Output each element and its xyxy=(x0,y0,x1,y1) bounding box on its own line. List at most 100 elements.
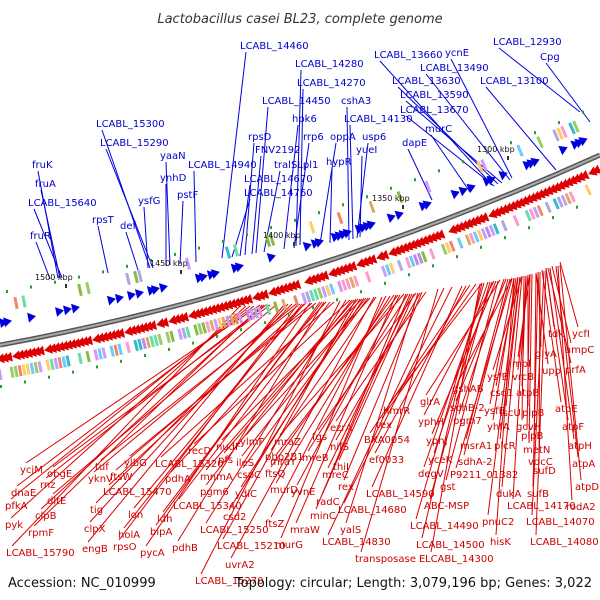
reverse-feature-strip xyxy=(444,242,452,254)
gc-mark xyxy=(534,131,536,135)
forward-gene-arrow xyxy=(578,137,588,147)
topology-text: Topology: circular; Length: 3,079,196 bp… xyxy=(234,576,592,591)
reverse-feature-strip xyxy=(0,368,3,381)
reverse-feature-strip xyxy=(201,322,208,334)
reverse-gene-arrow xyxy=(260,289,270,299)
gene-label: ynhD xyxy=(160,173,187,184)
forward-gene-arrow xyxy=(114,293,124,304)
gene-label: rpsO xyxy=(113,542,137,553)
gene-label: minC xyxy=(310,511,336,522)
leader-line xyxy=(222,298,357,540)
forward-gene-arrow xyxy=(342,228,352,239)
reverse-gene-arrow xyxy=(408,239,418,250)
reverse-gene-arrow xyxy=(76,337,85,347)
gene-label: bipA xyxy=(150,527,172,538)
reverse-gene-arrow xyxy=(136,323,146,333)
gene-label: fruA xyxy=(35,179,56,190)
gene-label: LCABL_15470 xyxy=(103,487,172,498)
reverse-gene-arrow xyxy=(548,183,558,194)
leader-line xyxy=(425,279,501,396)
forward-feature-strip xyxy=(137,269,143,283)
forward-feature-strip xyxy=(560,125,568,139)
leader-line xyxy=(489,277,515,405)
reverse-gene-arrow xyxy=(508,200,518,210)
leader-line xyxy=(532,272,539,488)
leader-line xyxy=(95,303,293,504)
gc-mark xyxy=(432,264,434,268)
reverse-gene-arrow xyxy=(60,340,69,351)
reverse-feature-strip xyxy=(65,355,71,367)
reverse-gene-arrow xyxy=(288,280,298,291)
reverse-gene-arrow xyxy=(536,189,546,199)
reverse-feature-strip xyxy=(21,364,27,376)
gene-label: upp xyxy=(542,366,561,377)
reverse-gene-arrow xyxy=(360,256,370,267)
gene-label: ftsQ xyxy=(265,469,285,480)
forward-gene-arrow xyxy=(558,145,568,156)
gene-label: dukA xyxy=(496,489,521,500)
reverse-gene-arrow xyxy=(84,335,93,346)
leader-line xyxy=(296,294,401,486)
gene-label: holA xyxy=(118,530,140,541)
reverse-feature-strip xyxy=(109,345,115,357)
reverse-gene-arrow xyxy=(232,297,242,308)
reverse-feature-strip xyxy=(249,308,256,320)
leader-line xyxy=(40,189,61,279)
reverse-gene-arrow xyxy=(316,271,326,282)
forward-feature-strip xyxy=(568,122,576,135)
reverse-gene-arrow xyxy=(132,324,142,334)
gene-label: LCABL_13590 xyxy=(400,90,469,101)
gc-mark xyxy=(144,354,146,357)
reverse-gene-arrow xyxy=(156,318,166,328)
leader-line xyxy=(118,303,299,541)
gene-label: engB xyxy=(82,544,108,555)
reverse-feature-strip xyxy=(476,229,484,241)
gene-label: sufB xyxy=(527,489,549,500)
leader-line xyxy=(379,60,493,186)
reverse-gene-arrow xyxy=(112,328,122,339)
leader-line xyxy=(239,184,251,257)
gene-label: gst xyxy=(440,482,456,493)
gene-label: LCABL_14490 xyxy=(410,521,479,532)
gene-label: glyA xyxy=(535,349,557,360)
reverse-feature-strip xyxy=(253,307,260,319)
reverse-feature-strip xyxy=(49,358,55,371)
reverse-feature-strip xyxy=(29,362,35,375)
gene-label: LCABL_14670 xyxy=(244,174,313,185)
reverse-gene-arrow xyxy=(564,177,574,187)
gene-label: yknV xyxy=(88,474,113,485)
forward-feature-strip xyxy=(21,295,27,308)
reverse-gene-arrow xyxy=(500,204,510,214)
reverse-gene-arrow xyxy=(420,235,430,245)
reverse-gene-arrow xyxy=(368,253,378,264)
forward-gene-arrow xyxy=(158,283,168,293)
gene-label: atpH xyxy=(568,441,592,452)
reverse-feature-strip xyxy=(193,324,200,336)
gene-label: LCABL_14070 xyxy=(526,517,595,528)
gc-mark xyxy=(576,205,578,209)
reverse-gene-arrow xyxy=(492,207,502,217)
gene-label: nifS xyxy=(330,442,349,453)
leader-line xyxy=(423,280,495,416)
reverse-gene-arrow xyxy=(332,266,342,276)
leader-line xyxy=(205,299,353,486)
gene-label: yphH xyxy=(418,417,444,428)
reverse-gene-arrow xyxy=(476,213,486,223)
gene-label: ycfI xyxy=(572,329,590,340)
reverse-feature-strip xyxy=(321,286,328,298)
gene-label: LCABL_13670 xyxy=(400,105,469,116)
gene-label: transposase E xyxy=(355,554,425,565)
gene-label: LCABL_15250 xyxy=(200,525,269,536)
gene-label: ezrA xyxy=(330,423,353,434)
leader-line xyxy=(531,270,545,516)
gene-label: dnaE xyxy=(11,488,36,499)
genome-backbone xyxy=(0,152,600,348)
reverse-gene-arrow xyxy=(472,215,482,225)
leader-line xyxy=(165,161,171,266)
reverse-feature-strip xyxy=(237,311,244,324)
leader-line xyxy=(223,298,359,454)
reverse-gene-arrow xyxy=(96,332,106,343)
gene-label: fruK xyxy=(32,160,53,171)
reverse-gene-arrow xyxy=(240,295,250,305)
reverse-feature-strip xyxy=(145,336,151,349)
